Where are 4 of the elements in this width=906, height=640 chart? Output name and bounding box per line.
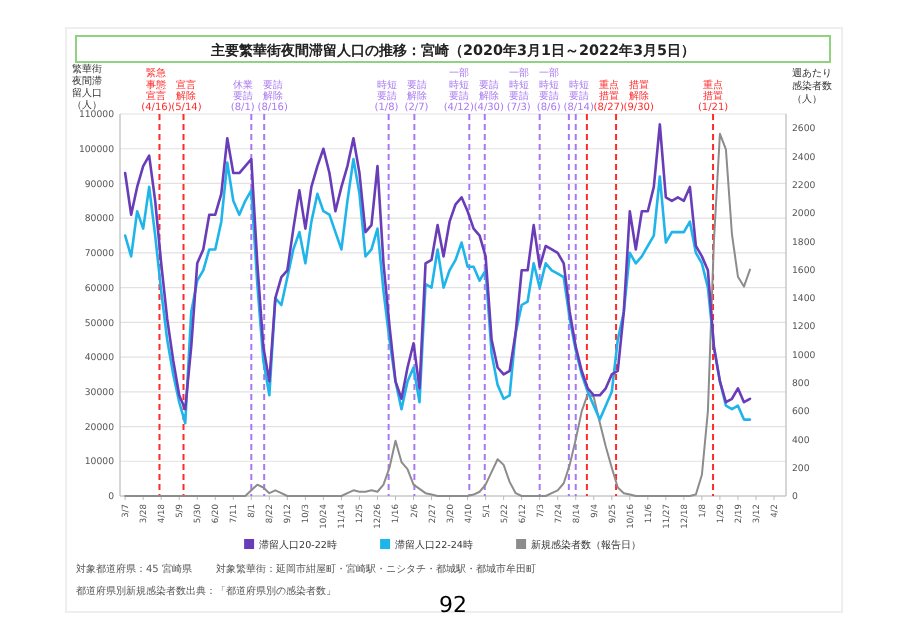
line-series bbox=[124, 132, 751, 497]
line-series bbox=[123, 123, 752, 411]
text: 92 bbox=[439, 592, 467, 618]
line-series bbox=[123, 157, 752, 425]
